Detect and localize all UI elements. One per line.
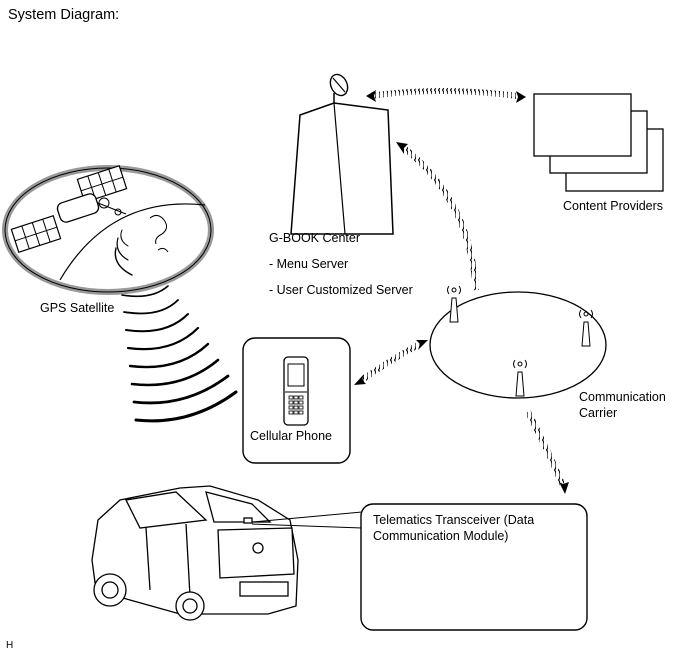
- communication-carrier-ellipse: [429, 291, 607, 399]
- cellular-phone-label: Cellular Phone: [250, 429, 332, 443]
- antenna-tower-icon: [447, 285, 461, 323]
- transceiver-label: Telematics Transceiver (Data Communicati…: [373, 513, 535, 543]
- corner-mark: H: [6, 640, 14, 651]
- antenna-tower-icon: [513, 359, 527, 397]
- user-server-label: - User Customized Server: [269, 283, 413, 297]
- link-carrier-car: [525, 410, 569, 494]
- antenna-tower-icon: [579, 309, 593, 347]
- link-carrier-gbook: [396, 142, 479, 291]
- gbook-center-label: G-BOOK Center: [269, 231, 360, 245]
- communication-label: Communication: [579, 390, 666, 404]
- vehicle-suv-icon: [91, 485, 299, 621]
- gbook-center-building: [290, 73, 394, 235]
- gps-satellite-icon: [10, 165, 128, 253]
- leader-line: [251, 511, 363, 529]
- gps-satellite-label: GPS Satellite: [40, 301, 115, 315]
- carrier-label: Carrier: [579, 406, 618, 420]
- link-carrier-phone: [354, 340, 428, 385]
- link-gbook-content: [366, 88, 526, 103]
- earth-globe: [2, 165, 214, 295]
- cellular-phone-icon: [283, 356, 309, 426]
- content-providers-label: Content Providers: [563, 199, 664, 213]
- menu-server-label: - Menu Server: [269, 257, 349, 271]
- content-providers-stack: [533, 93, 664, 192]
- page-title: System Diagram:: [8, 7, 120, 23]
- gps-signal-waves: [114, 229, 238, 423]
- transceiver-box: [360, 503, 588, 631]
